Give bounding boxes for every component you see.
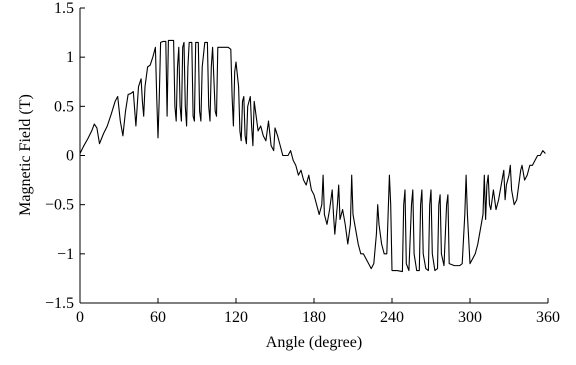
x-tick-label: 180 [302,309,326,326]
x-tick-label: 120 [224,309,248,326]
data-line [79,39,546,273]
x-tick-label: 300 [458,309,482,326]
y-tick-label: 0 [66,148,74,165]
x-tick-label: 0 [76,309,84,326]
x-tick-label: 60 [150,309,166,326]
x-tick-label: 240 [380,309,404,326]
y-tick-label: −1.5 [45,295,74,312]
y-tick-label: −1 [57,246,74,263]
y-axis-label: Magnetic Field (T) [17,94,34,216]
x-tick-label: 360 [536,309,560,326]
x-axis-label: Angle (degree) [266,334,362,351]
y-tick-label: 0.5 [54,98,74,115]
y-tick-label: −0.5 [45,197,74,214]
y-tick-label: 1 [66,49,74,66]
y-tick-label: 1.5 [54,0,74,17]
